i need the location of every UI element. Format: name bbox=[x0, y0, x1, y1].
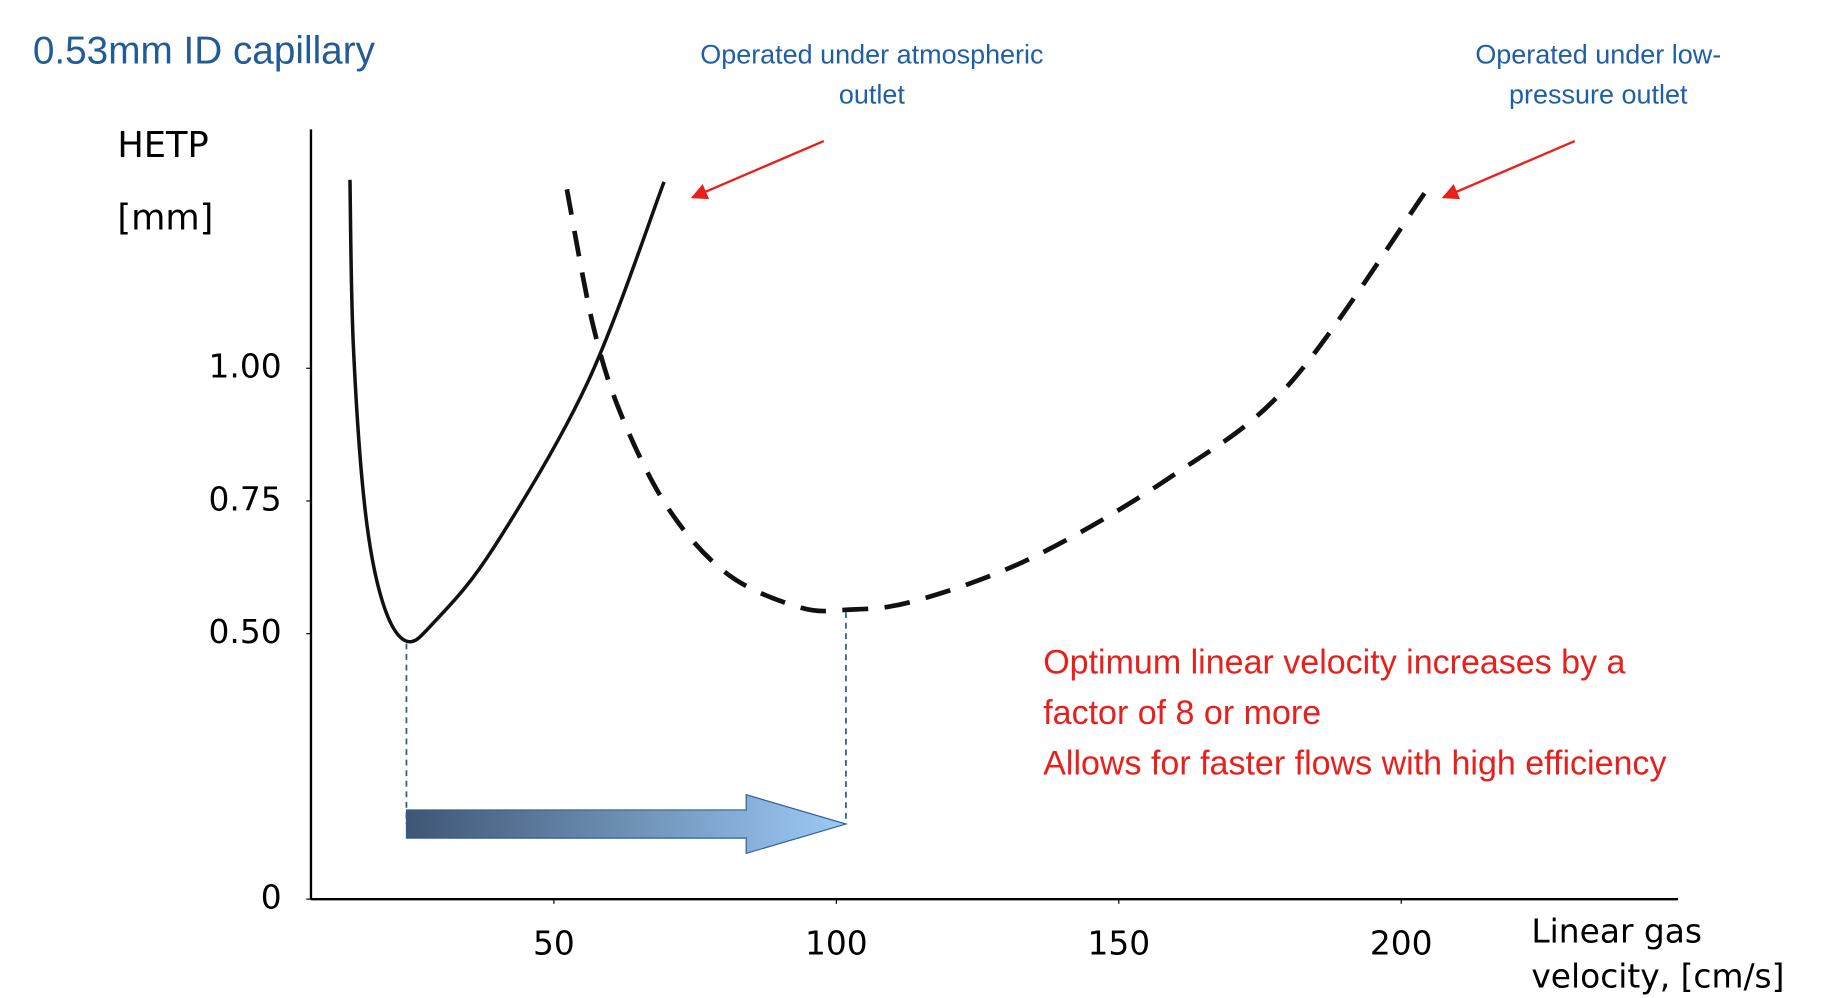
annotation: factor of 8 or more bbox=[1043, 694, 1321, 732]
y-tick-label: 0.50 bbox=[208, 613, 281, 651]
y-tick-label: 0 bbox=[261, 879, 282, 917]
annotation: Optimum linear velocity increases by a bbox=[1043, 643, 1625, 681]
annotation: Allows for faster flows with high effici… bbox=[1043, 744, 1666, 782]
x-axis-label: Linear gas bbox=[1531, 913, 1702, 951]
x-tick-label: 150 bbox=[1087, 924, 1150, 962]
annotation: pressure outlet bbox=[1509, 80, 1688, 110]
series-line bbox=[564, 188, 1429, 614]
series-line bbox=[348, 179, 666, 644]
annotation: outlet bbox=[839, 80, 905, 110]
x-tick-label: 100 bbox=[805, 924, 868, 962]
y-axis-label: [mm] bbox=[117, 198, 213, 239]
x-axis-label: velocity, [cm/s] bbox=[1531, 957, 1784, 995]
y-axis-label: HETP bbox=[117, 125, 208, 166]
annotation-arrow bbox=[690, 140, 825, 200]
annotation: Operated under low- bbox=[1475, 40, 1721, 70]
annotation-arrow bbox=[1441, 140, 1576, 200]
x-tick-label: 200 bbox=[1370, 924, 1433, 962]
chart-title: 0.53mm ID capillary bbox=[33, 29, 376, 72]
x-tick-label: 50 bbox=[533, 924, 575, 962]
annotation: Operated under atmospheric bbox=[700, 40, 1043, 70]
y-tick-label: 0.75 bbox=[208, 480, 281, 518]
shift-arrow bbox=[405, 793, 849, 855]
y-tick-label: 1.00 bbox=[208, 348, 281, 386]
